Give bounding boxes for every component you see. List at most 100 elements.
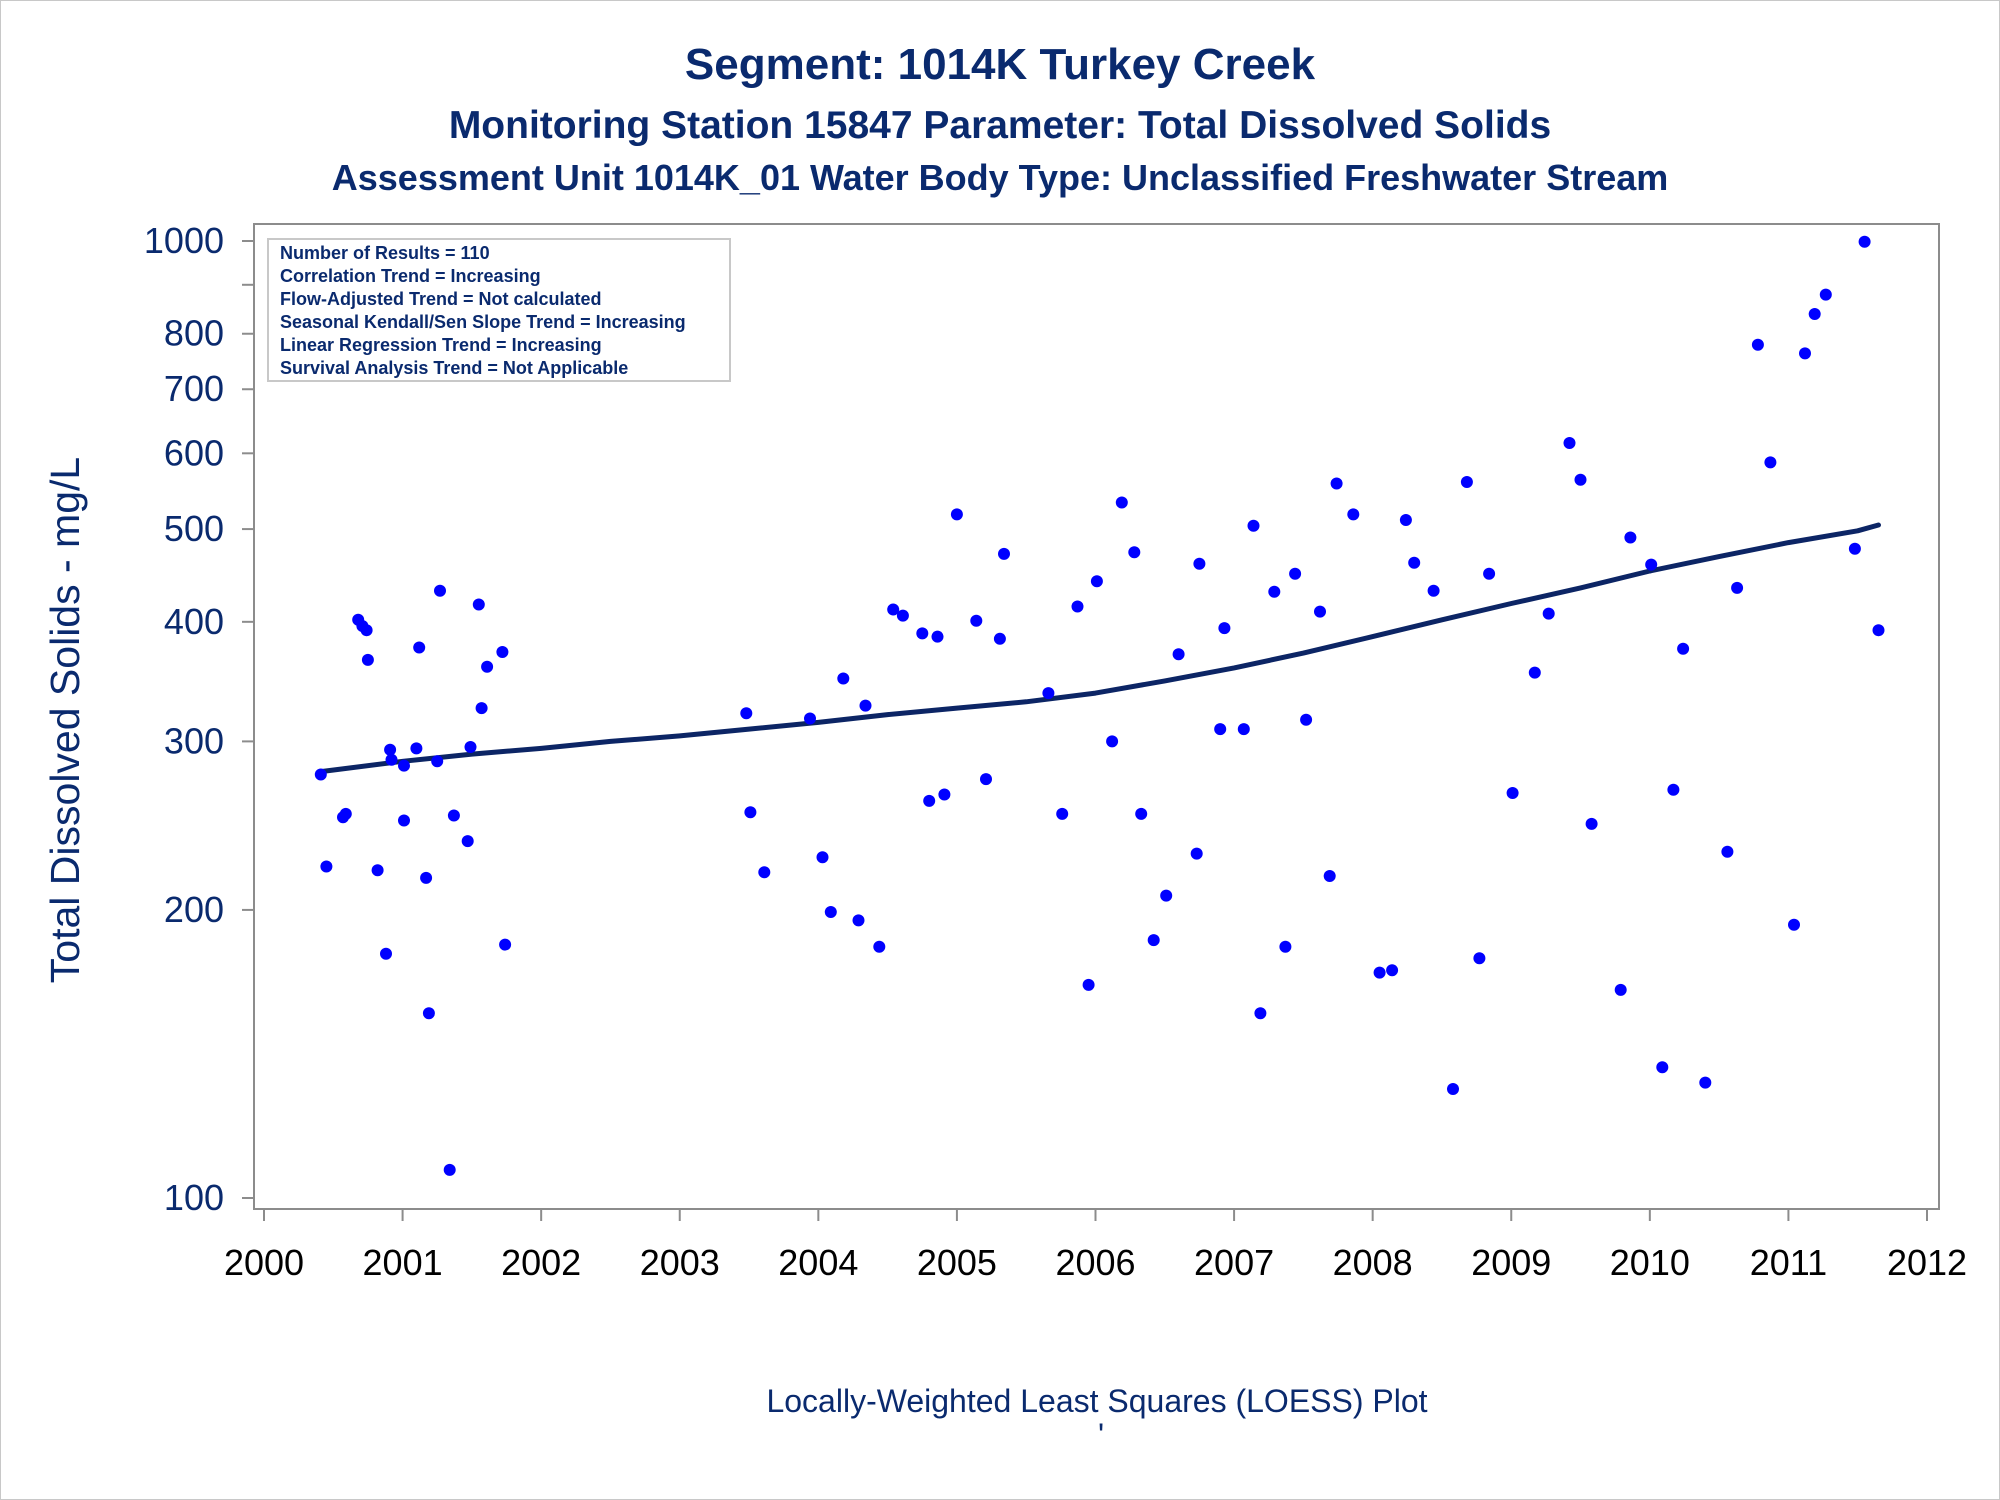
data-point <box>916 627 929 640</box>
data-point <box>1585 817 1598 830</box>
data-point <box>496 646 509 658</box>
data-point <box>740 707 753 720</box>
data-point <box>499 938 512 951</box>
data-point <box>422 1007 435 1020</box>
data-point <box>1247 519 1260 532</box>
x-tick-label: 2004 <box>778 1242 858 1283</box>
data-point <box>1483 567 1496 580</box>
chart-subtitle: Monitoring Station 15847 Parameter: Tota… <box>449 104 1551 147</box>
data-point <box>1574 473 1587 486</box>
data-point <box>475 702 488 715</box>
data-point <box>1314 605 1326 618</box>
data-point <box>923 794 936 807</box>
data-point <box>384 743 397 756</box>
data-point <box>1090 575 1103 588</box>
data-point <box>1764 456 1777 469</box>
data-point <box>1193 557 1206 570</box>
y-tick-label: 100 <box>164 1177 224 1218</box>
data-point <box>824 906 837 918</box>
data-point <box>970 614 983 627</box>
data-point <box>804 712 816 725</box>
x-tick-label: 2006 <box>1055 1242 1135 1283</box>
y-tick-label: 1000 <box>144 220 224 261</box>
stat-line-6: Survival Analysis Trend = Not Applicable <box>280 358 628 378</box>
data-point <box>1528 666 1541 679</box>
data-point <box>1128 546 1141 559</box>
data-point <box>1190 847 1203 860</box>
data-point <box>1135 807 1148 820</box>
x-tick-label: 2009 <box>1471 1242 1551 1283</box>
stray-mark: ' <box>1098 1417 1104 1453</box>
stat-line-1: Number of Results = 110 <box>280 243 490 263</box>
data-point <box>1563 437 1576 449</box>
data-point <box>481 660 494 673</box>
stat-line-3: Flow-Adjusted Trend = Not calculated <box>280 289 602 309</box>
data-point <box>1237 723 1250 736</box>
data-point <box>1268 585 1281 598</box>
data-point <box>998 547 1010 560</box>
data-point <box>950 508 963 521</box>
data-point <box>859 699 872 712</box>
data-point <box>447 809 460 822</box>
x-axis: 2000 2001 2002 2003 2004 2005 2006 2007 2008 2009… <box>224 1209 1967 1283</box>
y-tick-label: 700 <box>164 368 224 409</box>
y-tick-label: 500 <box>164 508 224 549</box>
x-tick-label: 2008 <box>1333 1242 1413 1283</box>
data-point <box>1699 1076 1712 1089</box>
x-tick-label: 2002 <box>501 1242 581 1283</box>
data-point <box>816 851 829 864</box>
y-tick-label: 300 <box>164 720 224 761</box>
data-point <box>896 609 909 622</box>
data-point <box>1330 477 1343 490</box>
data-point <box>360 624 373 637</box>
data-point <box>385 753 398 766</box>
data-point <box>371 864 384 877</box>
data-point <box>464 741 477 753</box>
data-point <box>1214 723 1227 736</box>
data-point <box>1473 952 1486 965</box>
x-tick-label: 2012 <box>1887 1242 1967 1283</box>
stat-line-5: Linear Regression Trend = Increasing <box>280 335 602 355</box>
data-point <box>361 653 374 666</box>
data-point <box>1373 966 1386 979</box>
data-point <box>314 768 327 781</box>
data-point <box>980 773 992 786</box>
stat-line-4: Seasonal Kendall/Sen Slope Trend = Incre… <box>280 312 686 332</box>
trend-summary-box: Number of Results = 110 Correlation Tren… <box>267 238 731 382</box>
data-point <box>931 630 944 643</box>
data-point <box>1386 964 1399 977</box>
data-point <box>1731 581 1744 594</box>
trend-summary-border <box>267 238 731 382</box>
data-point <box>472 598 485 611</box>
data-point <box>1427 584 1440 597</box>
data-point <box>1323 870 1336 882</box>
x-tick-label: 2011 <box>1750 1242 1827 1283</box>
data-point <box>993 632 1006 645</box>
data-point <box>1147 934 1160 947</box>
y-axis-label: Total Dissolved Solids - mg/L <box>42 457 88 983</box>
data-point <box>1788 918 1800 931</box>
data-point <box>339 807 352 820</box>
data-point <box>1218 622 1231 635</box>
data-point <box>410 742 423 755</box>
stat-line-2: Correlation Trend = Increasing <box>280 266 541 286</box>
data-point <box>431 755 444 768</box>
data-point <box>1677 642 1690 655</box>
x-tick-label: 2000 <box>224 1242 304 1283</box>
data-point <box>1848 542 1861 555</box>
data-point <box>1542 607 1555 620</box>
data-point <box>1082 978 1095 991</box>
x-tick-label: 2003 <box>640 1242 720 1283</box>
data-point <box>938 788 951 801</box>
data-point <box>1071 600 1084 613</box>
data-point <box>1506 787 1519 799</box>
data-point <box>1289 567 1302 580</box>
data-point <box>398 759 410 772</box>
y-tick-label: 400 <box>164 601 224 642</box>
data-point <box>434 584 446 597</box>
data-point <box>1172 648 1185 661</box>
data-point <box>758 866 771 879</box>
loess-line <box>318 522 1881 775</box>
data-point <box>1115 496 1128 509</box>
